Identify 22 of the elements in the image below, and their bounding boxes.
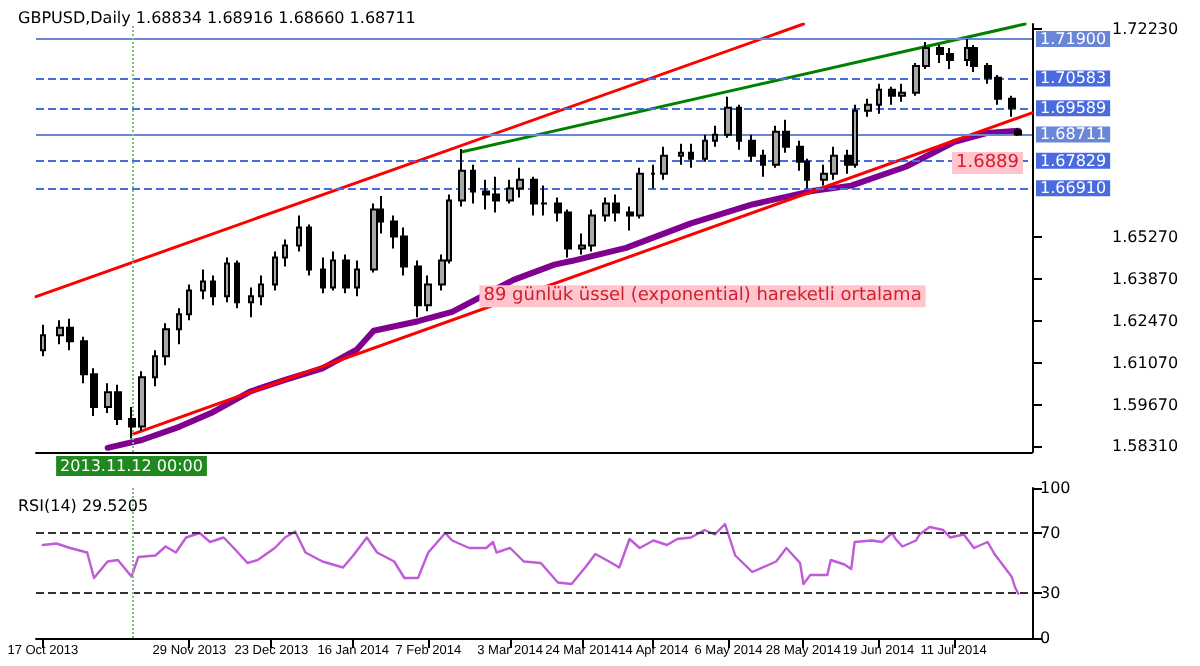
annotation: 89 günlük üssel (exponential) hareketli ortalama xyxy=(483,286,922,307)
ref-line-label: 1.71900 xyxy=(1040,29,1107,48)
y-tick-label: 0 xyxy=(1040,629,1051,647)
y-tick-label: 1.65270 xyxy=(1112,228,1179,247)
ref-line-label: 1.70583 xyxy=(1040,69,1107,88)
y-tick-label: 1.58310 xyxy=(1112,436,1179,455)
chart-title: GBPUSD,Daily 1.68834 1.68916 1.68660 1.68711 xyxy=(18,9,416,27)
ref-line-label: 1.67829 xyxy=(1040,151,1107,170)
ref-line-label: 1.66910 xyxy=(1040,179,1107,198)
y-tick-label: 1.72230 xyxy=(1112,20,1179,39)
y-tick-label: 100 xyxy=(1040,479,1071,497)
y-tick-label: 1.62470 xyxy=(1112,312,1179,331)
y-tick-label: 1.63870 xyxy=(1112,270,1179,289)
ref-line-label: 1.68711 xyxy=(1040,125,1107,144)
ref-line-label: 1.69589 xyxy=(1040,99,1107,118)
annotation: 1.6889 xyxy=(956,153,1020,173)
y-tick-label: 30 xyxy=(1040,584,1061,602)
y-tick-label: 1.61070 xyxy=(1112,354,1179,373)
ref-line-label: 2013.11.12 00:00 xyxy=(60,457,203,475)
y-tick-label: 1.59670 xyxy=(1112,396,1179,415)
text: RSI(14) 29.5205 xyxy=(18,497,149,515)
y-tick-label: 70 xyxy=(1040,524,1061,542)
